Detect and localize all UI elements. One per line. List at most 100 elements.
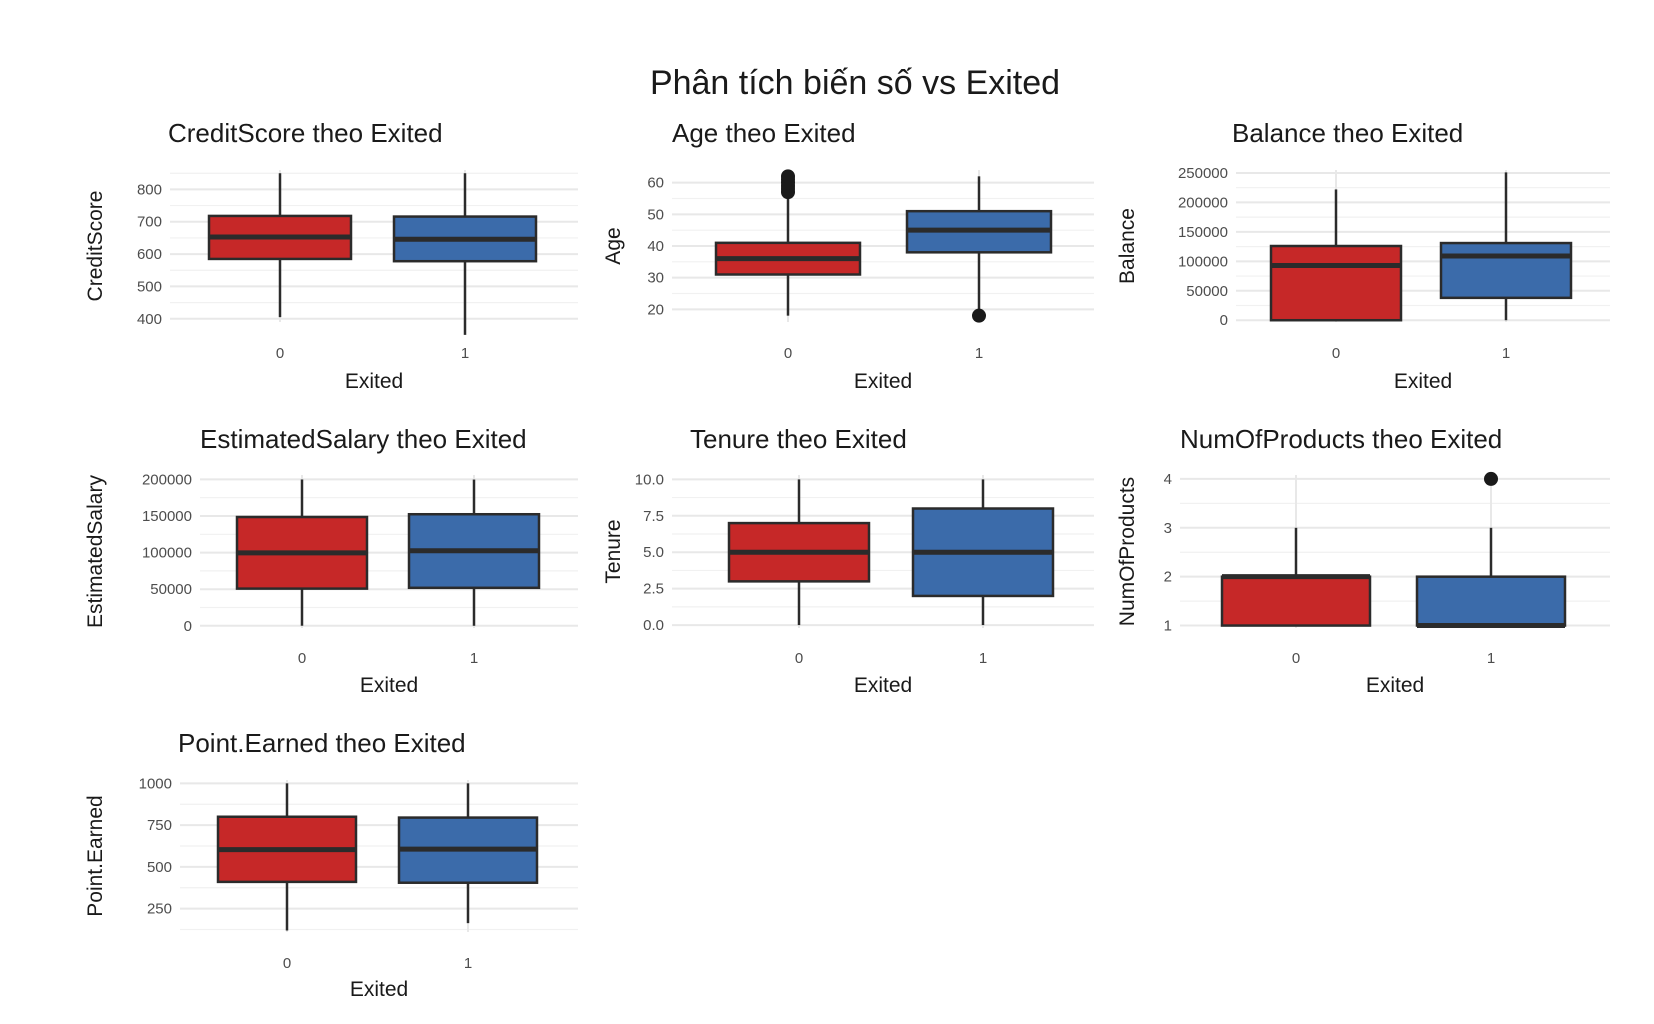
iqr-box — [1415, 575, 1567, 627]
y-tick-label: 3 — [1164, 520, 1172, 537]
box-exited-0 — [1220, 527, 1372, 627]
y-tick-label: 10.0 — [635, 471, 664, 488]
x-tick-label: 1 — [1487, 650, 1495, 667]
y-axis-label: NumOfProducts — [1116, 477, 1139, 626]
x-tick-label: 1 — [979, 650, 987, 667]
y-tick-label: 2.5 — [643, 581, 664, 598]
x-tick-label: 0 — [1292, 650, 1300, 667]
y-tick-label: 4 — [1164, 471, 1172, 488]
y-tick-label: 20 — [647, 301, 664, 318]
x-axis-label: Exited — [360, 674, 418, 697]
box-exited-1 — [905, 176, 1053, 323]
y-tick-label: 400 — [137, 311, 162, 328]
y-tick-label: 0 — [1220, 312, 1228, 329]
x-axis-label: Exited — [350, 978, 408, 1001]
panel-title: Tenure theo Exited — [690, 424, 907, 454]
iqr-box — [1269, 244, 1403, 322]
x-tick-label: 1 — [1502, 345, 1510, 362]
y-tick-label: 150000 — [142, 508, 192, 525]
y-tick-label: 50000 — [1186, 283, 1228, 300]
panel-1: 400 500 600 700 800 0 1 CreditScore theo Exited… — [84, 118, 578, 393]
box-exited-1 — [911, 479, 1055, 626]
y-tick-label: 40 — [647, 238, 664, 255]
x-tick-label: 1 — [464, 955, 472, 972]
box-exited-0 — [1269, 189, 1403, 322]
y-tick-label: 150000 — [1178, 224, 1228, 241]
x-axis-label: Exited — [345, 370, 403, 393]
x-tick-label: 0 — [298, 650, 306, 667]
box-exited-1 — [392, 173, 538, 335]
box-exited-0 — [727, 479, 871, 626]
panel-7: 250 500 750 1000 0 1 Point.Earned theo Exited E… — [84, 728, 578, 1001]
x-tick-label: 0 — [1332, 345, 1340, 362]
y-tick-label: 700 — [137, 214, 162, 231]
x-tick-label: 1 — [461, 345, 469, 362]
panel-title: Balance theo Exited — [1232, 118, 1463, 148]
panel-3: 0 50000 100000 150000 200000 250000 0 1 Balance … — [1116, 118, 1610, 393]
box-exited-0 — [216, 783, 358, 931]
y-tick-label: 30 — [647, 270, 664, 287]
x-tick-label: 1 — [975, 345, 983, 362]
y-tick-label: 250000 — [1178, 165, 1228, 182]
box-exited-0 — [235, 479, 369, 626]
y-tick-label: 5.0 — [643, 544, 664, 561]
outlier-point — [1484, 471, 1498, 486]
box-exited-1 — [397, 783, 539, 924]
y-tick-label: 600 — [137, 246, 162, 263]
y-tick-label: 200000 — [1178, 194, 1228, 211]
y-axis-label: CreditScore — [84, 191, 107, 302]
x-axis-label: Exited — [1366, 674, 1424, 697]
panel-6: 1 2 3 4 0 1 NumOfProducts theo Exited Exited Num… — [1116, 424, 1610, 697]
panel-title: Point.Earned theo Exited — [178, 728, 466, 758]
outlier-point — [781, 169, 795, 184]
y-axis-label: Point.Earned — [84, 795, 107, 916]
y-axis-label: EstimatedSalary — [84, 475, 107, 628]
box-exited-1 — [407, 479, 541, 626]
y-tick-label: 50000 — [150, 581, 192, 598]
x-tick-label: 0 — [283, 955, 291, 972]
y-tick-label: 0.0 — [643, 617, 664, 634]
y-tick-label: 0 — [184, 618, 192, 635]
panel-title: EstimatedSalary theo Exited — [200, 424, 527, 454]
y-tick-label: 60 — [647, 175, 664, 192]
x-axis-label: Exited — [854, 370, 912, 393]
y-tick-label: 2 — [1164, 569, 1172, 586]
y-tick-label: 100000 — [142, 545, 192, 562]
y-tick-label: 1000 — [139, 775, 172, 792]
y-tick-label: 500 — [137, 278, 162, 295]
x-tick-label: 0 — [795, 650, 803, 667]
panel-title: Age theo Exited — [672, 118, 856, 148]
y-tick-label: 50 — [647, 206, 664, 223]
box-exited-1 — [1415, 471, 1567, 629]
y-tick-label: 500 — [147, 859, 172, 876]
box-exited-0 — [714, 169, 862, 316]
y-tick-label: 800 — [137, 181, 162, 198]
y-axis-label: Tenure — [602, 519, 625, 583]
y-tick-label: 200000 — [142, 471, 192, 488]
y-axis-label: Age — [602, 227, 625, 264]
iqr-box — [1439, 241, 1573, 300]
y-tick-label: 250 — [147, 901, 172, 918]
outlier-point — [972, 308, 986, 323]
figure-title: Phân tích biến số vs Exited — [650, 64, 1060, 102]
y-tick-label: 100000 — [1178, 253, 1228, 270]
x-tick-label: 1 — [470, 650, 478, 667]
panel-2: 20 30 40 50 60 0 1 Age theo Exited Exited Age — [602, 118, 1094, 393]
x-tick-label: 0 — [784, 345, 792, 362]
panel-4: 0 50000 100000 150000 200000 0 1 EstimatedSalar… — [84, 424, 578, 697]
y-tick-label: 750 — [147, 817, 172, 834]
panel-5: 0.0 2.5 5.0 7.5 10.0 0 1 Tenure theo Exited Exit… — [602, 424, 1094, 697]
x-axis-label: Exited — [854, 674, 912, 697]
panel-title: NumOfProducts theo Exited — [1180, 424, 1502, 454]
panel-title: CreditScore theo Exited — [168, 118, 443, 148]
y-axis-label: Balance — [1116, 208, 1139, 284]
box-exited-0 — [207, 173, 353, 318]
y-tick-label: 7.5 — [643, 508, 664, 525]
box-exited-1 — [1439, 172, 1573, 321]
y-tick-label: 1 — [1164, 618, 1172, 635]
x-tick-label: 0 — [276, 345, 284, 362]
iqr-box — [1220, 575, 1372, 627]
x-axis-label: Exited — [1394, 370, 1452, 393]
